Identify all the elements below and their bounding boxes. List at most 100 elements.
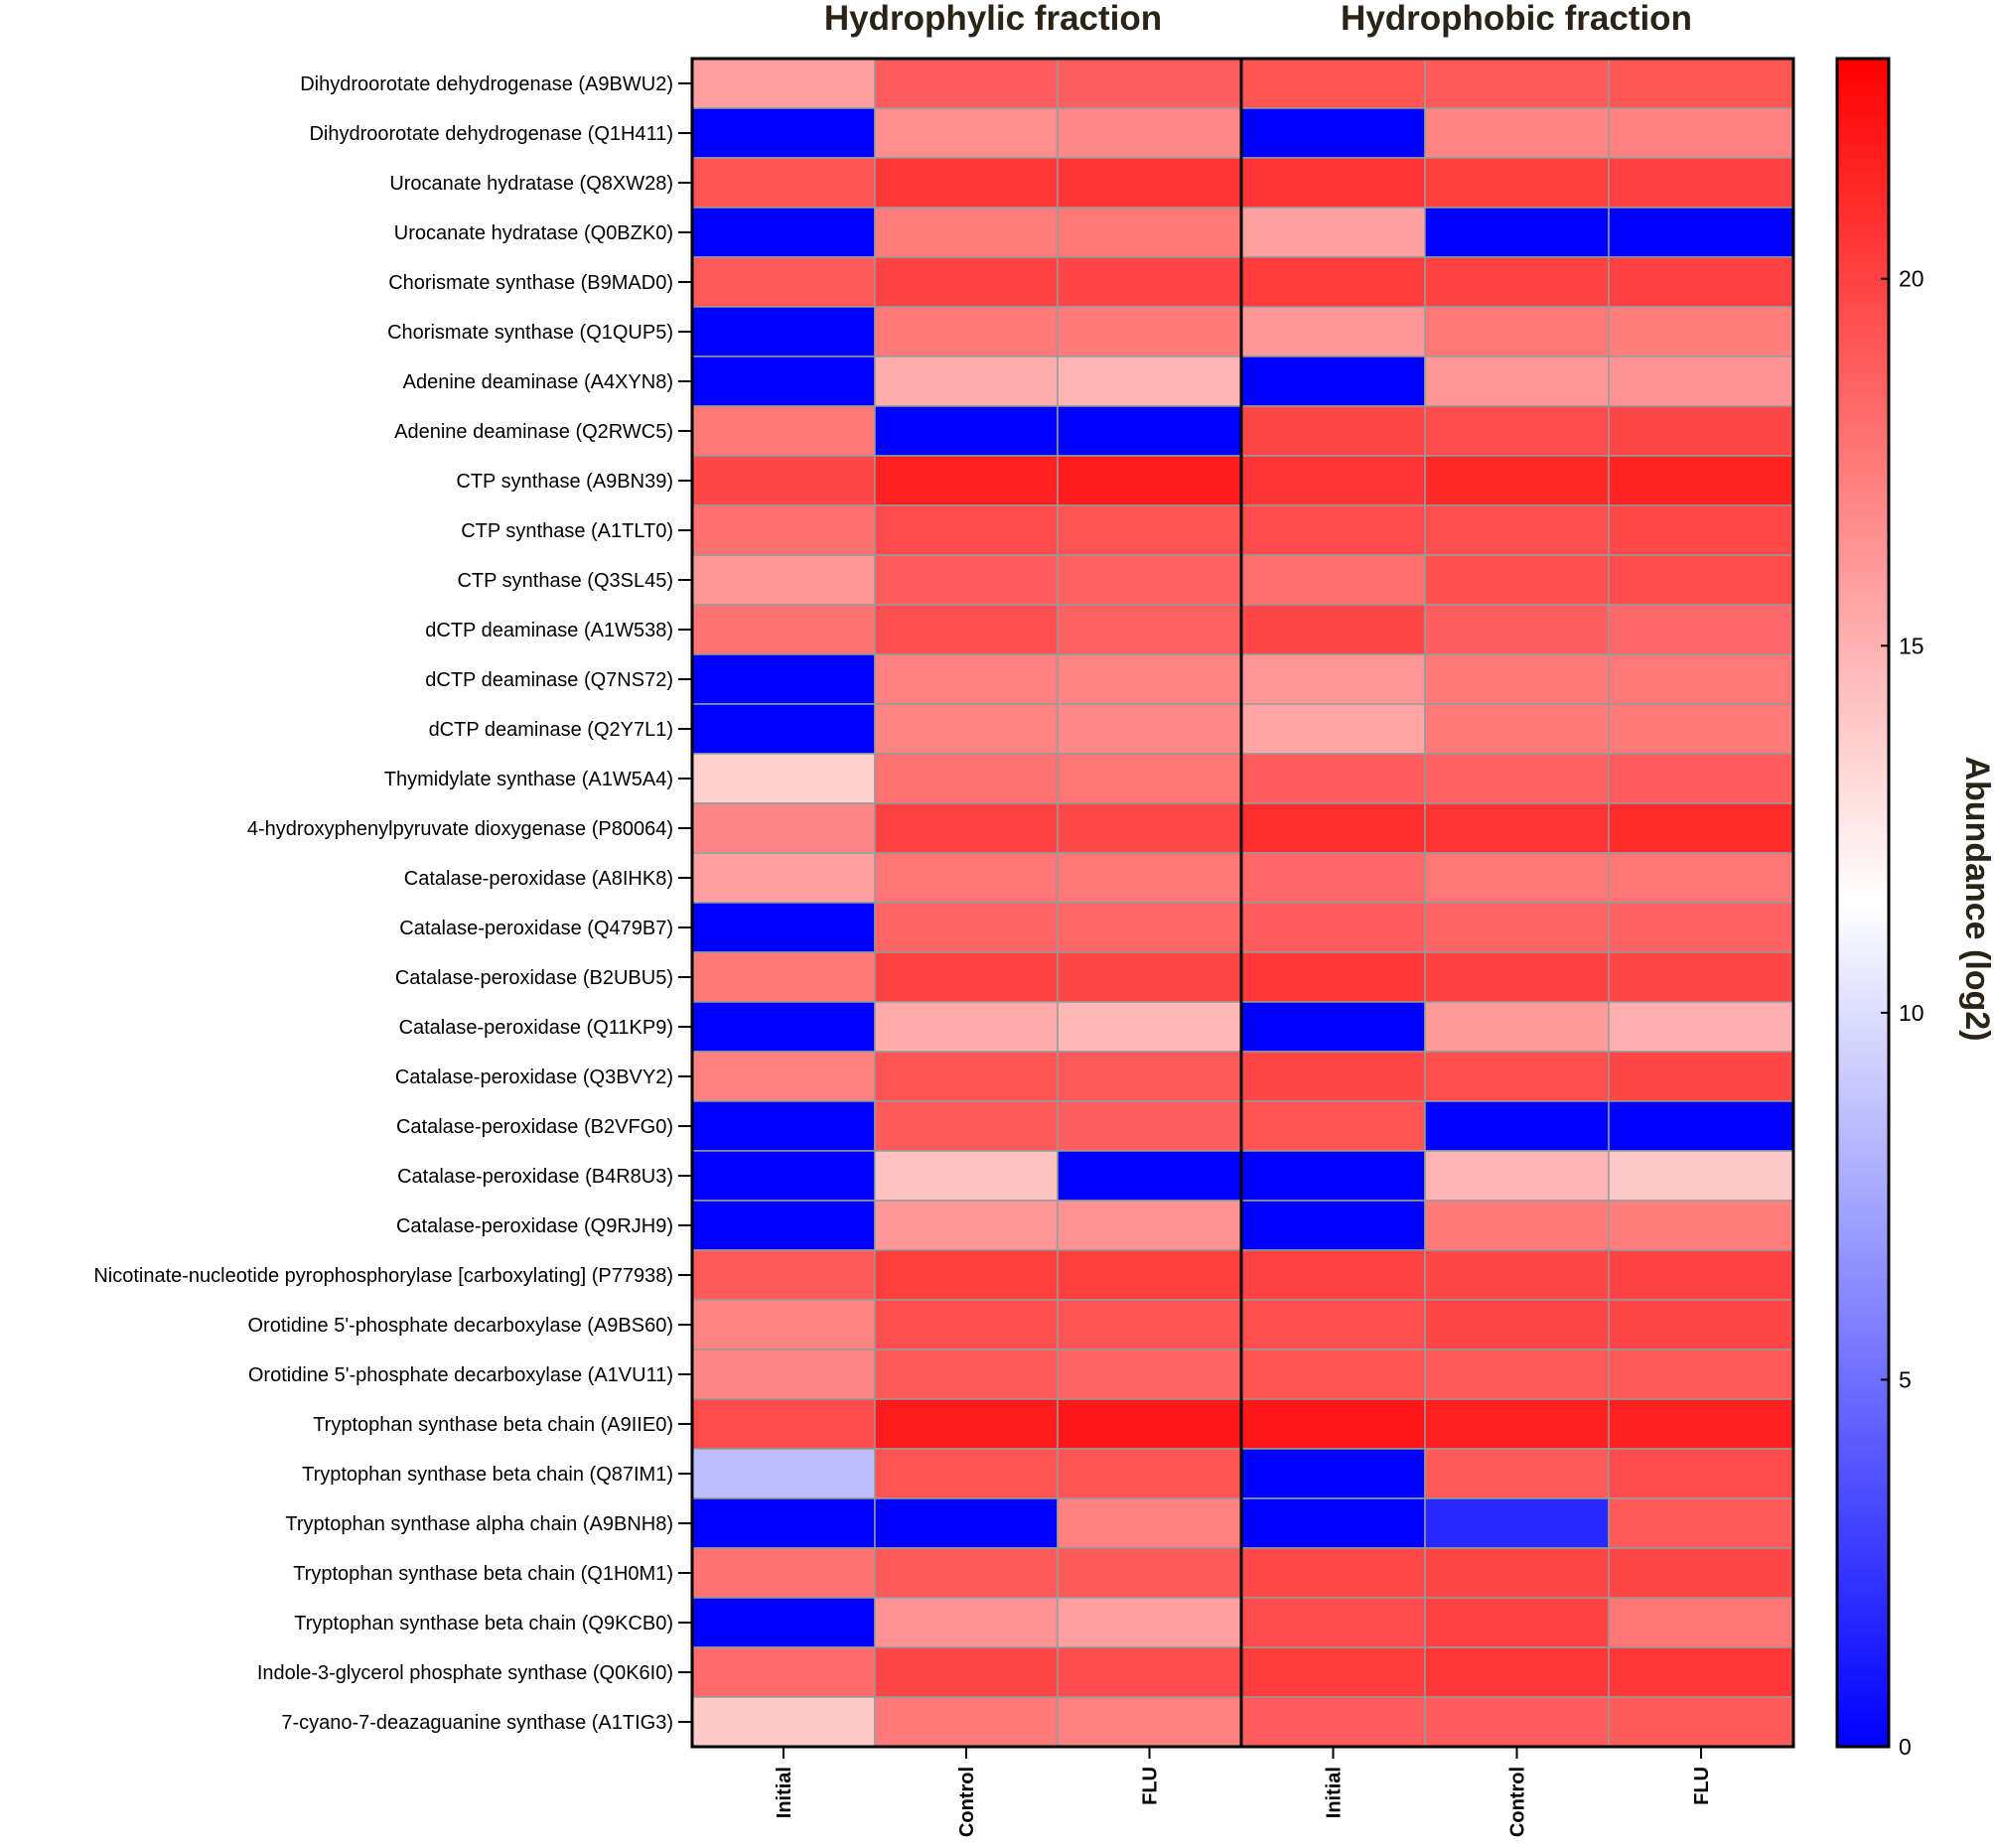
heatmap-cell	[1057, 554, 1242, 606]
heatmap-cell	[874, 554, 1059, 606]
heatmap-cell	[874, 1547, 1059, 1599]
heatmap-cell	[1240, 1646, 1426, 1698]
heatmap-cell	[1240, 802, 1426, 854]
heatmap-cell	[1608, 1051, 1794, 1102]
heatmap-cell	[1608, 753, 1794, 804]
column-label: Control	[1507, 1767, 1529, 1837]
heatmap-cell	[874, 703, 1059, 755]
heatmap-cell	[874, 604, 1059, 655]
heatmap-cell	[1608, 1200, 1794, 1251]
colorbar-title: Abundance (log2)	[1958, 756, 1994, 1041]
heatmap-cell	[1057, 306, 1242, 357]
heatmap-cell	[1240, 256, 1426, 308]
heatmap-cell	[691, 1249, 876, 1301]
heatmap-cell	[691, 802, 876, 854]
heatmap-cell	[1057, 207, 1242, 258]
heatmap-cell	[1424, 802, 1610, 854]
heatmap-cell	[691, 355, 876, 407]
heatmap-cell	[691, 753, 876, 804]
row-label: 7-cyano-7-deazaguanine synthase (A1TIG3)	[281, 1712, 673, 1734]
heatmap-cell	[874, 107, 1059, 159]
row-label: Tryptophan synthase alpha chain (A9BNH8)	[285, 1513, 673, 1535]
heatmap-cell	[1608, 802, 1794, 854]
heatmap-cell	[874, 1200, 1059, 1251]
heatmap-cell	[1057, 256, 1242, 308]
heatmap-cell	[1057, 1597, 1242, 1648]
heatmap-cell	[691, 1001, 876, 1053]
heatmap-cell	[1424, 703, 1610, 755]
heatmap-cell	[1424, 355, 1610, 407]
heatmap-cell	[1057, 1398, 1242, 1450]
heatmap-cell	[1608, 1299, 1794, 1350]
heatmap-cell	[1424, 1696, 1610, 1748]
heatmap-cell	[1608, 1100, 1794, 1152]
heatmap-cell	[1608, 355, 1794, 407]
heatmap-cell	[691, 1497, 876, 1549]
heatmap-cell	[1424, 554, 1610, 606]
heatmap-cell	[1240, 405, 1426, 457]
row-label: Nicotinate-nucleotide pyrophosphorylase …	[93, 1265, 673, 1287]
heatmap-cell	[691, 1100, 876, 1152]
heatmap-cell	[1057, 802, 1242, 854]
heatmap-cell	[691, 455, 876, 506]
heatmap-cell	[691, 306, 876, 357]
heatmap-cell	[1057, 1200, 1242, 1251]
heatmap-cell	[1240, 902, 1426, 953]
heatmap-cell	[1424, 653, 1610, 705]
heatmap-cell	[1057, 1349, 1242, 1400]
heatmap-cell	[874, 256, 1059, 308]
heatmap-cell	[1424, 256, 1610, 308]
heatmap-cell	[1240, 554, 1426, 606]
heatmap-cell	[1240, 1597, 1426, 1648]
heatmap-cell	[691, 1398, 876, 1450]
heatmap-cells	[691, 58, 1794, 1748]
heatmap-cell	[1240, 1249, 1426, 1301]
heatmap-cell	[1057, 951, 1242, 1003]
heatmap-cell	[1240, 604, 1426, 655]
row-label: CTP synthase (Q3SL45)	[457, 570, 673, 592]
heatmap-cell	[874, 902, 1059, 953]
row-label: Catalase-peroxidase (B4R8U3)	[397, 1166, 673, 1188]
heatmap-cell	[1608, 852, 1794, 904]
heatmap-cell	[874, 1696, 1059, 1748]
heatmap-cell	[1424, 1349, 1610, 1400]
heatmap-cell	[874, 1150, 1059, 1202]
heatmap-cell	[691, 1200, 876, 1251]
heatmap-cell	[1424, 504, 1610, 556]
row-label: Indole-3-glycerol phosphate synthase (Q0…	[257, 1662, 673, 1684]
heatmap-cell	[1608, 604, 1794, 655]
heatmap-cell	[691, 703, 876, 755]
row-label: dCTP deaminase (A1W538)	[425, 620, 673, 641]
row-label: Chorismate synthase (Q1QUP5)	[387, 322, 673, 344]
heatmap-cell	[1057, 1646, 1242, 1698]
heatmap-cell	[874, 1497, 1059, 1549]
heatmap-cell	[691, 1547, 876, 1599]
heatmap-cell	[691, 1150, 876, 1202]
heatmap-cell	[1424, 455, 1610, 506]
row-label: Urocanate hydratase (Q8XW28)	[389, 173, 673, 195]
colorbar	[1835, 57, 1891, 1749]
heatmap-cell	[1608, 107, 1794, 159]
heatmap-cell	[1424, 951, 1610, 1003]
heatmap-cell	[1240, 1100, 1426, 1152]
row-label: Dihydroorotate dehydrogenase (A9BWU2)	[300, 73, 673, 95]
heatmap-cell	[874, 58, 1059, 109]
heatmap-cell	[1057, 902, 1242, 953]
heatmap-cell	[1424, 405, 1610, 457]
heatmap-cell	[691, 107, 876, 159]
heatmap-cell	[1240, 504, 1426, 556]
row-label: Tryptophan synthase beta chain (Q87IM1)	[302, 1464, 673, 1486]
heatmap-cell	[874, 455, 1059, 506]
heatmap-cell	[874, 753, 1059, 804]
colorbar-ticks: 0 5 10 15 20	[1881, 266, 1924, 1760]
heatmap-cell	[1608, 1150, 1794, 1202]
row-label: Catalase-peroxidase (A8IHK8)	[404, 868, 673, 890]
heatmap-cell	[691, 1051, 876, 1102]
heatmap-cell	[1057, 58, 1242, 109]
heatmap-cell	[874, 1349, 1059, 1400]
heatmap-cell	[1057, 1299, 1242, 1350]
heatmap-cell	[1608, 1398, 1794, 1450]
column-label: FLU	[1691, 1767, 1713, 1805]
row-label: Catalase-peroxidase (Q479B7)	[399, 918, 673, 939]
heatmap-cell	[1240, 703, 1426, 755]
